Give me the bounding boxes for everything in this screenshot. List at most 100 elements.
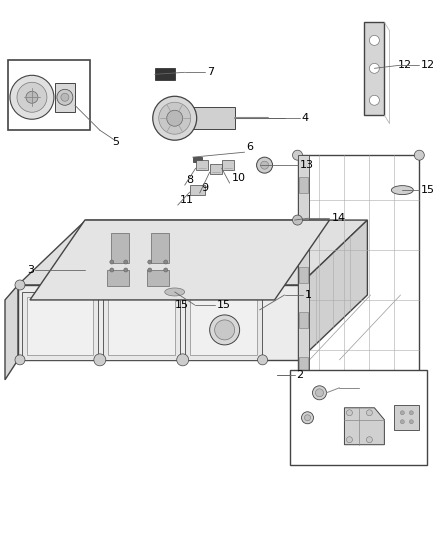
Polygon shape xyxy=(299,267,308,283)
Text: 15: 15 xyxy=(217,300,231,310)
Text: 12: 12 xyxy=(421,60,435,70)
Circle shape xyxy=(164,268,168,272)
Circle shape xyxy=(400,411,404,415)
Polygon shape xyxy=(344,408,385,445)
Circle shape xyxy=(153,96,197,140)
Circle shape xyxy=(304,415,311,421)
Ellipse shape xyxy=(392,185,413,195)
Polygon shape xyxy=(190,297,257,355)
Polygon shape xyxy=(297,155,310,390)
Text: 7: 7 xyxy=(207,67,214,77)
Circle shape xyxy=(301,412,314,424)
Polygon shape xyxy=(22,292,98,360)
Circle shape xyxy=(400,420,404,424)
Polygon shape xyxy=(185,292,261,360)
Circle shape xyxy=(346,410,353,416)
Circle shape xyxy=(312,386,326,400)
Text: 1: 1 xyxy=(304,290,311,300)
Polygon shape xyxy=(8,60,90,130)
Circle shape xyxy=(15,280,25,290)
Circle shape xyxy=(315,389,324,397)
Text: 12: 12 xyxy=(397,60,411,70)
Circle shape xyxy=(167,110,183,126)
Polygon shape xyxy=(299,357,308,373)
Polygon shape xyxy=(299,222,308,238)
Polygon shape xyxy=(299,312,308,328)
Polygon shape xyxy=(175,107,235,129)
Polygon shape xyxy=(193,157,201,162)
Text: 5: 5 xyxy=(112,137,119,147)
Polygon shape xyxy=(18,285,300,360)
Circle shape xyxy=(177,354,189,366)
Circle shape xyxy=(410,420,413,424)
Circle shape xyxy=(258,280,268,290)
Text: 4: 4 xyxy=(301,113,309,123)
Polygon shape xyxy=(290,370,427,465)
Ellipse shape xyxy=(165,288,185,296)
Circle shape xyxy=(369,35,379,45)
Polygon shape xyxy=(107,270,129,286)
Circle shape xyxy=(210,315,240,345)
Polygon shape xyxy=(108,297,175,355)
Circle shape xyxy=(414,385,424,395)
Text: 3: 3 xyxy=(27,265,34,275)
Circle shape xyxy=(410,411,413,415)
Circle shape xyxy=(177,279,189,291)
Circle shape xyxy=(26,91,38,103)
Circle shape xyxy=(94,354,106,366)
Circle shape xyxy=(293,150,303,160)
Polygon shape xyxy=(155,68,175,80)
Circle shape xyxy=(346,437,353,443)
Circle shape xyxy=(414,150,424,160)
Polygon shape xyxy=(222,160,233,170)
Circle shape xyxy=(369,95,379,105)
Polygon shape xyxy=(5,285,18,380)
Circle shape xyxy=(94,279,106,291)
Polygon shape xyxy=(55,83,75,112)
Polygon shape xyxy=(196,160,208,170)
Text: 10: 10 xyxy=(232,173,246,183)
Circle shape xyxy=(215,320,235,340)
Polygon shape xyxy=(364,22,385,115)
Polygon shape xyxy=(190,185,205,195)
Text: 15: 15 xyxy=(421,185,435,195)
Circle shape xyxy=(261,161,268,169)
Polygon shape xyxy=(210,164,222,174)
Circle shape xyxy=(258,355,268,365)
Polygon shape xyxy=(30,220,329,300)
Circle shape xyxy=(369,63,379,74)
Text: 14: 14 xyxy=(332,213,346,223)
Circle shape xyxy=(148,260,152,264)
Circle shape xyxy=(124,268,128,272)
Text: 8: 8 xyxy=(187,175,194,185)
Polygon shape xyxy=(299,177,308,193)
Circle shape xyxy=(293,215,303,225)
Circle shape xyxy=(159,102,191,134)
Polygon shape xyxy=(27,297,93,355)
Polygon shape xyxy=(103,292,180,360)
Circle shape xyxy=(15,355,25,365)
Polygon shape xyxy=(18,220,367,285)
Text: 2: 2 xyxy=(297,370,304,380)
Circle shape xyxy=(293,385,303,395)
Text: 15: 15 xyxy=(175,300,189,310)
Circle shape xyxy=(61,93,69,101)
Polygon shape xyxy=(394,405,419,430)
Circle shape xyxy=(110,268,114,272)
Text: 13: 13 xyxy=(300,160,314,170)
Polygon shape xyxy=(300,220,367,360)
Circle shape xyxy=(148,268,152,272)
Text: 9: 9 xyxy=(201,183,209,193)
Polygon shape xyxy=(111,233,129,263)
Polygon shape xyxy=(147,270,169,286)
Text: 6: 6 xyxy=(247,142,254,152)
Circle shape xyxy=(10,75,54,119)
Circle shape xyxy=(17,82,47,112)
Circle shape xyxy=(367,437,372,443)
Text: 11: 11 xyxy=(180,195,194,205)
Polygon shape xyxy=(151,233,169,263)
Circle shape xyxy=(257,157,272,173)
Circle shape xyxy=(367,410,372,416)
Circle shape xyxy=(110,260,114,264)
Circle shape xyxy=(57,90,73,105)
